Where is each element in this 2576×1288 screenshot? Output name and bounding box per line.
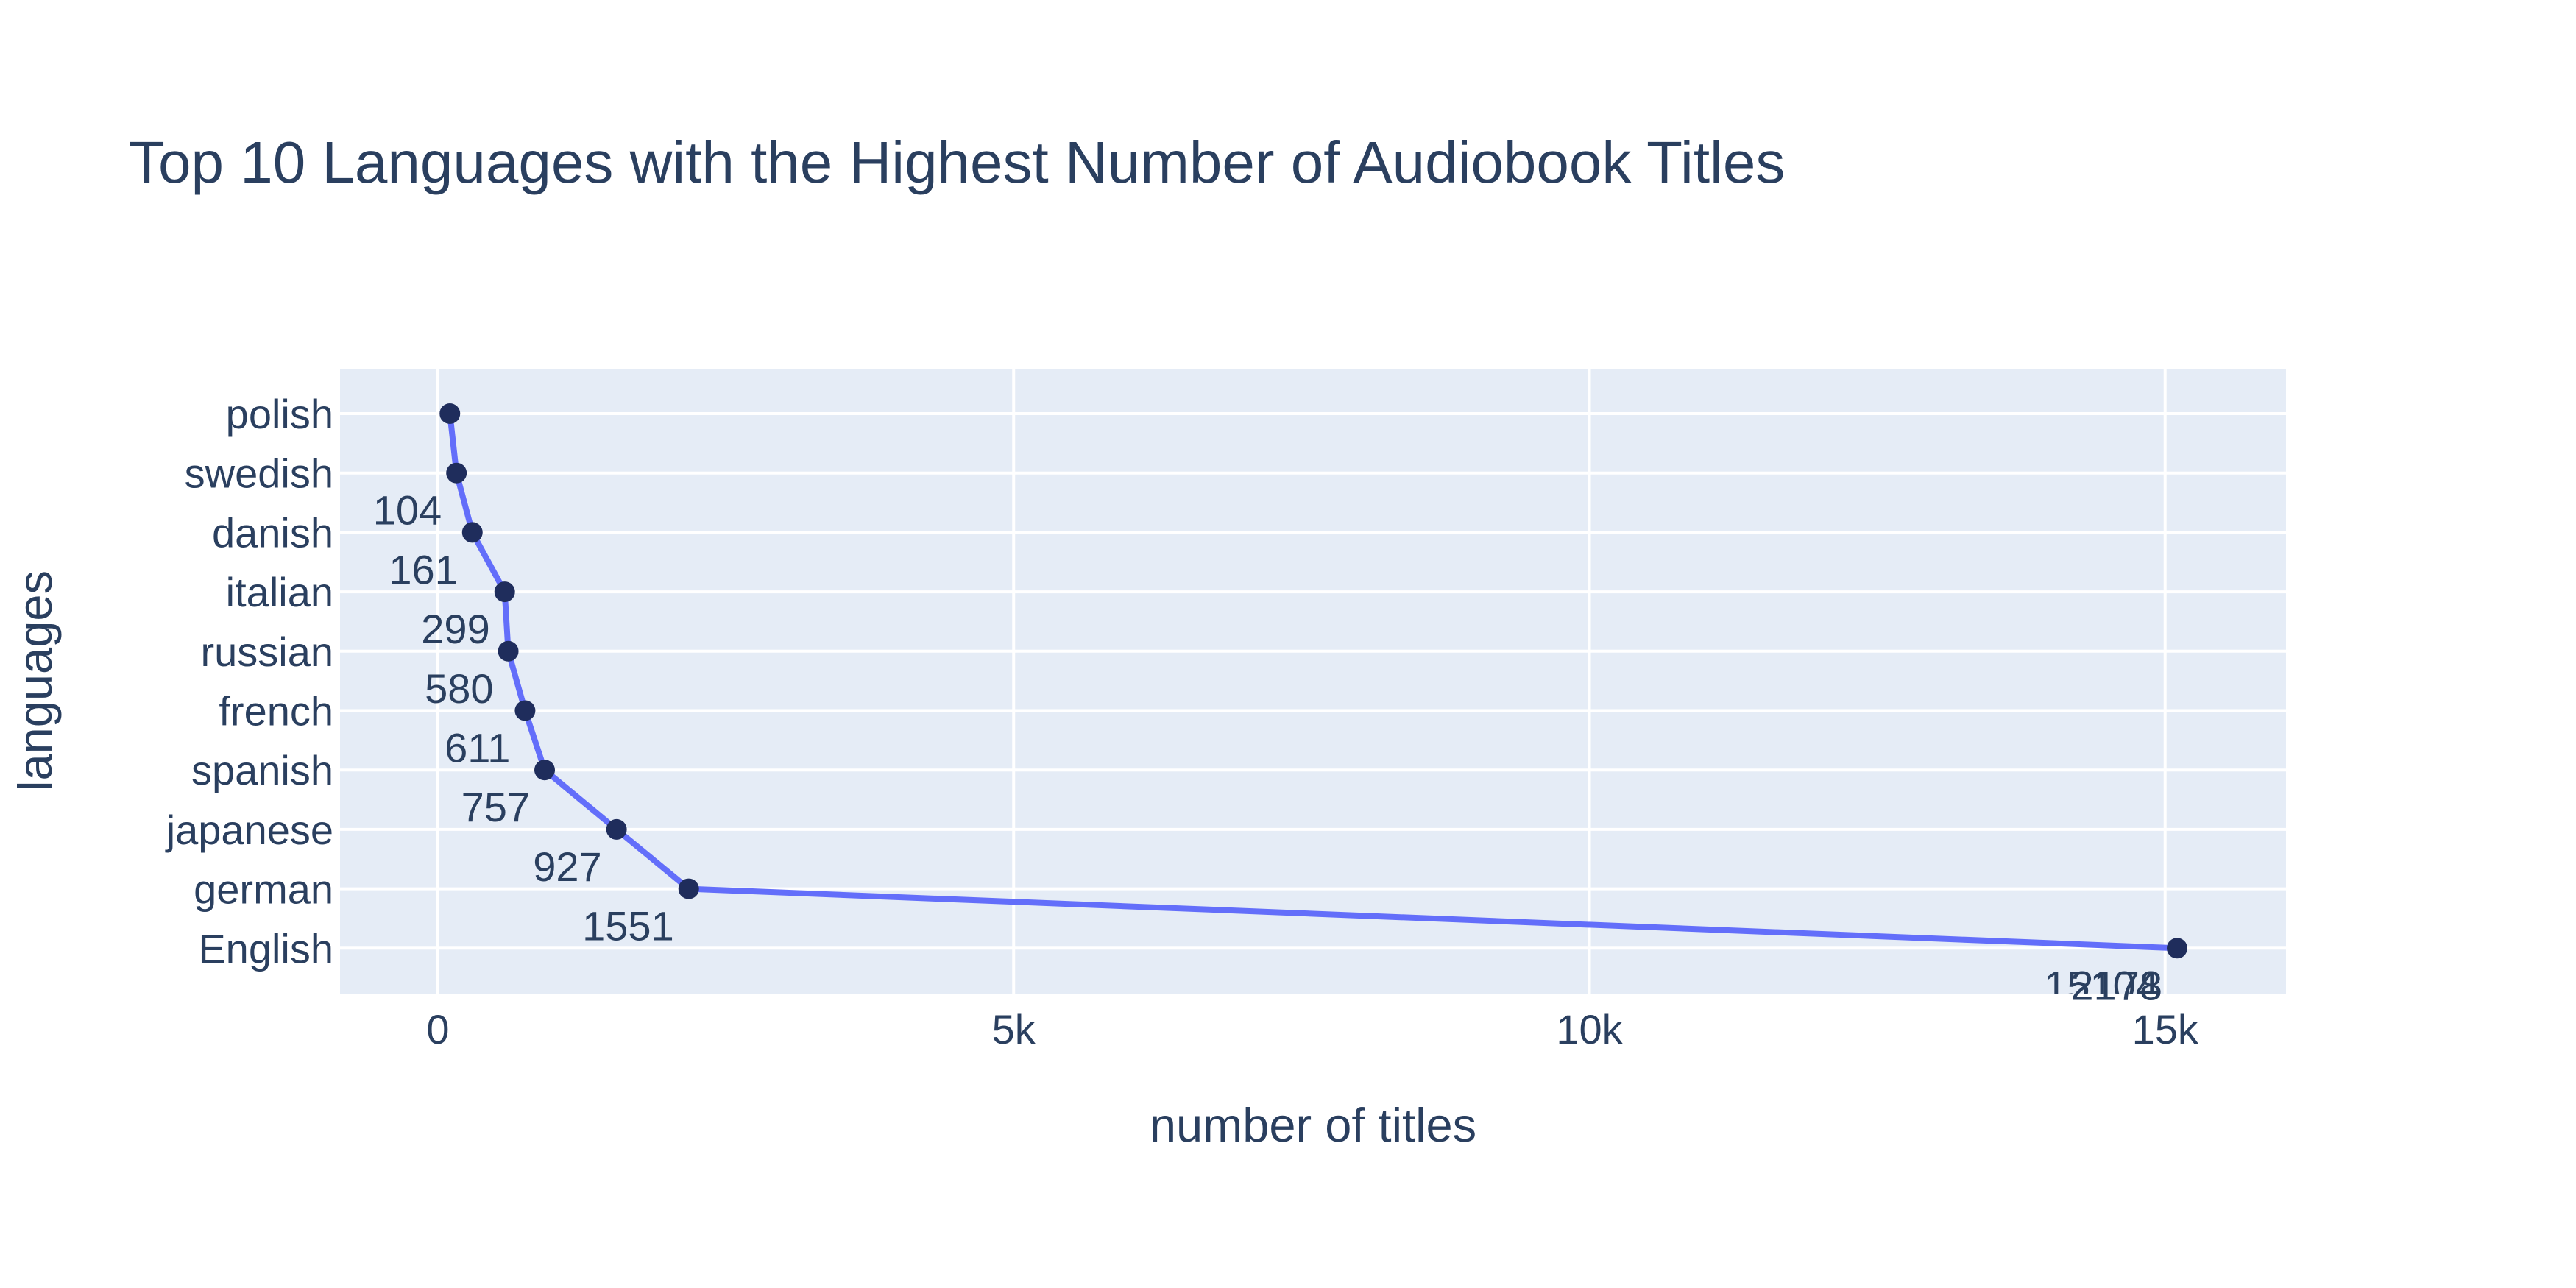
data-point-marker bbox=[494, 581, 515, 603]
y-tick-label: swedish bbox=[185, 450, 333, 497]
data-label: 1551 bbox=[582, 903, 674, 949]
tick-labels: 0 5k 10k 15k polish swedish danish italian russi… bbox=[165, 391, 2199, 1052]
data-point-marker bbox=[534, 760, 556, 781]
y-axis-title: languages bbox=[8, 570, 62, 791]
data-label: 611 bbox=[445, 725, 510, 771]
x-tick-label: 0 bbox=[426, 1006, 449, 1052]
data-label: 580 bbox=[425, 665, 493, 712]
data-point-marker bbox=[678, 878, 699, 899]
data-label: 161 bbox=[389, 546, 457, 592]
y-tick-label: french bbox=[219, 688, 333, 735]
data-point-marker bbox=[439, 403, 461, 424]
data-point-marker bbox=[498, 640, 519, 662]
data-label: 927 bbox=[533, 843, 601, 890]
data-label: 104 bbox=[373, 487, 442, 534]
plot-area bbox=[340, 369, 2286, 994]
y-tick-label: polish bbox=[226, 391, 333, 437]
data-label: 2178 bbox=[2070, 962, 2162, 1008]
y-tick-label: danish bbox=[212, 509, 333, 556]
data-point-marker bbox=[461, 522, 483, 543]
y-tick-label: japanese bbox=[165, 807, 333, 853]
x-axis-title: number of titles bbox=[1150, 1098, 1476, 1152]
grid-lines bbox=[340, 369, 2286, 994]
y-tick-label: English bbox=[198, 925, 333, 972]
data-label: 299 bbox=[421, 606, 489, 652]
y-tick-label: spanish bbox=[191, 747, 333, 793]
data-point-marker bbox=[446, 462, 467, 484]
series-line bbox=[447, 413, 2178, 952]
data-point-marker bbox=[514, 700, 536, 721]
y-tick-label: italian bbox=[226, 569, 333, 615]
y-tick-label: german bbox=[194, 866, 333, 913]
x-tick-label: 15k bbox=[2132, 1006, 2199, 1052]
series-group bbox=[439, 403, 2187, 959]
x-tick-label: 5k bbox=[992, 1006, 1036, 1052]
data-point-marker bbox=[606, 818, 627, 840]
data-point-marker bbox=[2166, 938, 2187, 959]
data-label-final: 15104 bbox=[2044, 962, 2159, 1008]
chart-title: Top 10 Languages with the Highest Number… bbox=[129, 130, 1785, 195]
x-tick-label: 10k bbox=[1556, 1006, 1623, 1052]
y-tick-label: russian bbox=[200, 629, 333, 675]
data-label: 757 bbox=[461, 784, 530, 830]
